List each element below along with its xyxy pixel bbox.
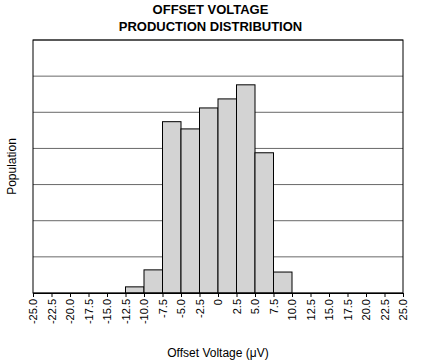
x-tick-mark xyxy=(126,293,127,297)
x-tick: 5.0 xyxy=(249,293,261,314)
x-tick: 2.5 xyxy=(231,293,243,314)
subtitle: PRODUCTION DISTRIBUTION xyxy=(119,19,302,34)
bars xyxy=(126,85,293,293)
y-axis-title: Population xyxy=(5,138,19,195)
x-tick-label: 7.5 xyxy=(268,299,280,314)
x-tick: -20.0 xyxy=(64,293,76,324)
x-tick-label: 15.0 xyxy=(323,299,335,320)
x-tick-mark xyxy=(181,293,182,297)
bar xyxy=(181,129,200,293)
bar xyxy=(200,108,219,293)
bar xyxy=(255,153,274,293)
x-tick-label: -20.0 xyxy=(64,299,76,324)
x-tick-mark xyxy=(33,293,34,297)
x-tick-label: 0 xyxy=(212,299,224,305)
x-tick-mark xyxy=(311,293,312,297)
bar xyxy=(237,85,256,293)
x-tick-label: -10.0 xyxy=(138,299,150,324)
x-tick: 22.5 xyxy=(379,293,391,320)
x-tick-mark xyxy=(70,293,71,297)
x-tick: -22.5 xyxy=(46,293,58,324)
x-tick-label: 20.0 xyxy=(360,299,372,320)
x-tick: 12.5 xyxy=(305,293,317,320)
x-tick-mark xyxy=(348,293,349,297)
x-tick: 17.5 xyxy=(342,293,354,320)
x-tick-label: 10.0 xyxy=(286,299,298,320)
x-tick-mark xyxy=(144,293,145,297)
title: OFFSET VOLTAGE xyxy=(153,2,269,17)
x-tick: -2.5 xyxy=(194,293,206,318)
bar xyxy=(126,287,145,293)
chart: OFFSET VOLTAGE PRODUCTION DISTRIBUTION -25… xyxy=(0,0,421,363)
x-tick: 7.5 xyxy=(268,293,280,314)
x-tick-label: 5.0 xyxy=(249,299,261,314)
x-tick-mark xyxy=(385,293,386,297)
x-tick-label: 17.5 xyxy=(342,299,354,320)
x-tick: 10.0 xyxy=(286,293,298,320)
x-tick-label: 12.5 xyxy=(305,299,317,320)
x-tick: -7.5 xyxy=(157,293,169,318)
x-tick: -12.5 xyxy=(120,293,132,324)
x-tick-label: 22.5 xyxy=(379,299,391,320)
x-tick-mark xyxy=(329,293,330,297)
x-tick-label: -15.0 xyxy=(101,299,113,324)
bar xyxy=(218,99,237,293)
x-tick: 0 xyxy=(212,293,224,305)
x-tick-mark xyxy=(292,293,293,297)
x-tick-label: 2.5 xyxy=(231,299,243,314)
x-tick: 15.0 xyxy=(323,293,335,320)
x-tick-mark xyxy=(107,293,108,297)
x-tick-mark xyxy=(274,293,275,297)
x-tick: -5.0 xyxy=(175,293,187,318)
bar xyxy=(163,122,182,293)
bar xyxy=(144,270,163,293)
frame xyxy=(33,40,403,293)
x-tick-label: -7.5 xyxy=(157,299,169,318)
x-tick-mark xyxy=(218,293,219,297)
plot: -25.0-22.5-20.0-17.5-15.0-12.5-10.0-7.5-… xyxy=(27,40,409,324)
x-axis-title: Offset Voltage (μV) xyxy=(167,346,268,360)
x-tick-label: -12.5 xyxy=(120,299,132,324)
x-tick: 20.0 xyxy=(360,293,372,320)
x-tick-mark xyxy=(403,293,404,297)
x-tick-label: -5.0 xyxy=(175,299,187,318)
x-tick-mark xyxy=(366,293,367,297)
x-tick: -10.0 xyxy=(138,293,150,324)
x-tick-mark xyxy=(163,293,164,297)
x-tick-mark xyxy=(52,293,53,297)
x-tick: -25.0 xyxy=(27,293,39,324)
x-tick-mark xyxy=(255,293,256,297)
x-tick: 25.0 xyxy=(397,293,409,320)
x-tick: -15.0 xyxy=(101,293,113,324)
grid-line xyxy=(33,76,403,77)
x-tick-label: -22.5 xyxy=(46,299,58,324)
x-tick-mark xyxy=(237,293,238,297)
x-tick-mark xyxy=(200,293,201,297)
x-tick: -17.5 xyxy=(83,293,95,324)
x-axis: -25.0-22.5-20.0-17.5-15.0-12.5-10.0-7.5-… xyxy=(27,293,409,324)
x-tick-label: -17.5 xyxy=(83,299,95,324)
grid xyxy=(33,40,403,293)
x-tick-label: -2.5 xyxy=(194,299,206,318)
x-tick-mark xyxy=(89,293,90,297)
x-tick-label: 25.0 xyxy=(397,299,409,320)
x-tick-label: -25.0 xyxy=(27,299,39,324)
bar xyxy=(274,272,293,293)
